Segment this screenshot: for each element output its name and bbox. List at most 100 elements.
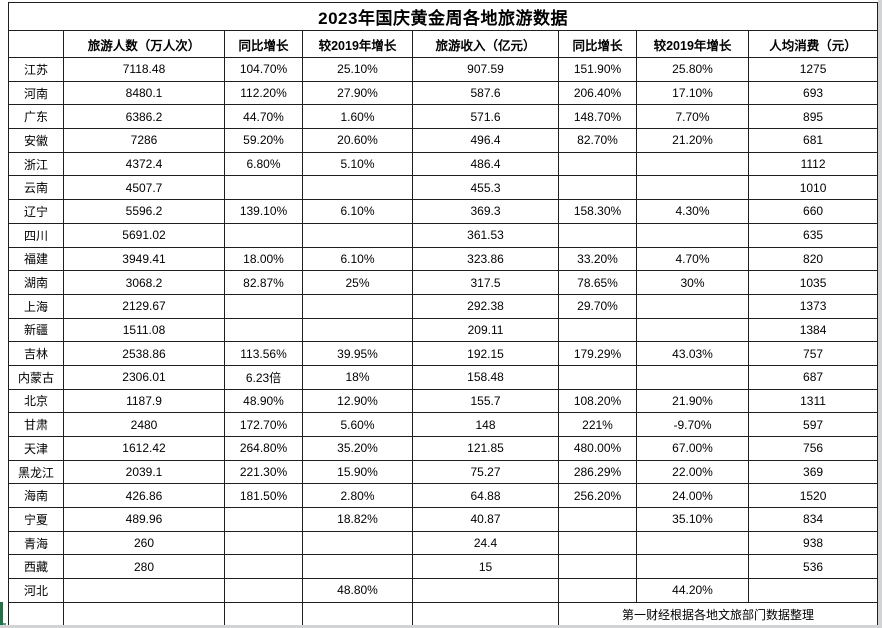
cell-value[interactable]: 181.50%	[224, 483, 303, 509]
cell-value[interactable]	[558, 151, 637, 177]
cell-value[interactable]: 6.10%	[302, 199, 413, 224]
cell-value[interactable]: 681	[747, 128, 879, 153]
cell-value[interactable]: 2039.1	[63, 459, 225, 485]
cell-value[interactable]: 2538.86	[63, 341, 225, 366]
cell-province[interactable]: 浙江	[8, 151, 64, 177]
cell-value[interactable]: 286.29%	[558, 459, 637, 485]
cell-value[interactable]: 21.20%	[636, 128, 749, 153]
cell-value[interactable]: 18.82%	[302, 507, 413, 532]
cell-value[interactable]: 264.80%	[224, 436, 303, 461]
cell-province[interactable]: 四川	[8, 222, 64, 248]
cell-value[interactable]: 687	[747, 364, 879, 390]
cell-value[interactable]: 938	[747, 530, 879, 556]
cell-value[interactable]: 3949.41	[63, 246, 225, 272]
cell-province[interactable]: 天津	[8, 436, 64, 461]
cell-value[interactable]: 17.10%	[636, 80, 749, 106]
cell-value[interactable]: 486.4	[412, 151, 559, 177]
cell-value[interactable]	[636, 222, 749, 248]
cell-value[interactable]: 7.70%	[636, 104, 749, 130]
cell-value[interactable]: 820	[747, 246, 879, 272]
cell-province[interactable]: 上海	[8, 293, 64, 319]
cell-value[interactable]: 121.85	[412, 436, 559, 461]
cell-value[interactable]	[636, 530, 749, 556]
cell-empty[interactable]	[63, 601, 225, 627]
cell-value[interactable]: 256.20%	[558, 483, 637, 509]
cell-value[interactable]	[558, 554, 637, 580]
cell-province[interactable]: 宁夏	[8, 507, 64, 532]
cell-value[interactable]: 151.90%	[558, 57, 637, 82]
cell-value[interactable]: 221%	[558, 412, 637, 437]
cell-value[interactable]: 35.10%	[636, 507, 749, 532]
cell-value[interactable]: 112.20%	[224, 80, 303, 106]
cell-province[interactable]: 吉林	[8, 341, 64, 366]
cell-value[interactable]: 48.80%	[302, 578, 413, 603]
cell-value[interactable]: 6.23倍	[224, 364, 303, 390]
cell-value[interactable]: -9.70%	[636, 412, 749, 437]
cell-value[interactable]: 59.20%	[224, 128, 303, 153]
cell-value[interactable]: 292.38	[412, 293, 559, 319]
cell-value[interactable]: 15	[412, 554, 559, 580]
cell-value[interactable]	[224, 175, 303, 201]
table-title[interactable]: 2023年国庆黄金周各地旅游数据	[7, 2, 879, 31]
cell-empty[interactable]	[224, 601, 303, 627]
cell-value[interactable]: 597	[747, 412, 879, 437]
cell-value[interactable]: 1511.08	[63, 317, 225, 343]
cell-value[interactable]: 489.96	[63, 507, 225, 532]
cell-value[interactable]: 3068.2	[63, 270, 225, 295]
cell-value[interactable]	[636, 364, 749, 390]
cell-value[interactable]: 139.10%	[224, 199, 303, 224]
cell-value[interactable]: 1187.9	[63, 388, 225, 414]
cell-value[interactable]: 206.40%	[558, 80, 637, 106]
cell-value[interactable]: 25%	[302, 270, 413, 295]
column-header[interactable]: 同比增长	[224, 30, 303, 58]
cell-value[interactable]: 834	[747, 507, 879, 532]
cell-value[interactable]	[224, 554, 303, 580]
cell-value[interactable]	[224, 578, 303, 603]
column-header[interactable]: 旅游收入（亿元）	[412, 30, 559, 58]
cell-value[interactable]: 1373	[747, 293, 879, 319]
cell-province[interactable]: 河南	[8, 80, 64, 106]
cell-value[interactable]: 104.70%	[224, 57, 303, 82]
cell-value[interactable]: 7118.48	[63, 57, 225, 82]
cell-value[interactable]	[636, 293, 749, 319]
cell-value[interactable]: 571.6	[412, 104, 559, 130]
cell-value[interactable]	[224, 293, 303, 319]
cell-value[interactable]: 20.60%	[302, 128, 413, 153]
cell-value[interactable]: 1112	[747, 151, 879, 177]
cell-value[interactable]: 64.88	[412, 483, 559, 509]
column-header[interactable]: 较2019年增长	[302, 30, 413, 58]
cell-value[interactable]: 2480	[63, 412, 225, 437]
cell-value[interactable]: 108.20%	[558, 388, 637, 414]
cell-value[interactable]: 5.10%	[302, 151, 413, 177]
cell-value[interactable]: 2.80%	[302, 483, 413, 509]
cell-value[interactable]: 756	[747, 436, 879, 461]
cell-province[interactable]: 辽宁	[8, 199, 64, 224]
cell-value[interactable]: 317.5	[412, 270, 559, 295]
cell-value[interactable]	[302, 175, 413, 201]
cell-value[interactable]: 4507.7	[63, 175, 225, 201]
cell-value[interactable]: 35.20%	[302, 436, 413, 461]
cell-value[interactable]: 1520	[747, 483, 879, 509]
cell-value[interactable]: 8480.1	[63, 80, 225, 106]
cell-value[interactable]: 455.3	[412, 175, 559, 201]
cell-value[interactable]: 172.70%	[224, 412, 303, 437]
cell-value[interactable]: 18%	[302, 364, 413, 390]
cell-value[interactable]: 158.48	[412, 364, 559, 390]
cell-value[interactable]: 82.70%	[558, 128, 637, 153]
cell-value[interactable]: 280	[63, 554, 225, 580]
cell-province[interactable]: 河北	[8, 578, 64, 603]
cell-value[interactable]: 18.00%	[224, 246, 303, 272]
cell-value[interactable]: 155.7	[412, 388, 559, 414]
cell-value[interactable]: 2306.01	[63, 364, 225, 390]
column-header[interactable]: 旅游人数（万人次）	[63, 30, 225, 58]
cell-value[interactable]: 587.6	[412, 80, 559, 106]
cell-value[interactable]	[636, 554, 749, 580]
cell-province[interactable]: 安徽	[8, 128, 64, 153]
cell-province[interactable]: 北京	[8, 388, 64, 414]
cell-value[interactable]: 27.90%	[302, 80, 413, 106]
cell-value[interactable]: 48.90%	[224, 388, 303, 414]
cell-value[interactable]: 192.15	[412, 341, 559, 366]
cell-value[interactable]: 1311	[747, 388, 879, 414]
cell-value[interactable]	[558, 578, 637, 603]
cell-value[interactable]: 907.59	[412, 57, 559, 82]
